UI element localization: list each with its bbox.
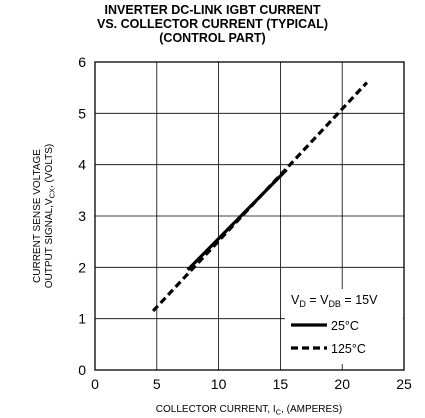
x-tick-label-5: 25 (396, 376, 412, 392)
x-tick-label-2: 10 (211, 376, 227, 392)
chart-title-line-3: (CONTROL PART) (159, 31, 266, 45)
chart-title-line-2: VS. COLLECTOR CURRENT (TYPICAL) (96, 17, 329, 31)
series-layer (151, 81, 369, 313)
y-tick-label-6: 6 (78, 54, 86, 70)
plot-frame (94, 61, 405, 371)
y-axis-label: CURRENT SENSE VOLTAGE OUTPUT SIGNAL,VCX,… (32, 144, 57, 289)
y-tick-label-3: 3 (78, 208, 86, 224)
x-tick-label-1: 5 (153, 376, 161, 392)
y-tick-label-2: 2 (78, 259, 86, 275)
legend-label-125c: 125°C (331, 342, 366, 356)
y-axis-label-line-1: CURRENT SENSE VOLTAGE (32, 149, 43, 283)
legend-label-25c: 25°C (331, 319, 359, 333)
series-line-125c (151, 81, 369, 313)
legend: VD = VDB = 15V 25°C 125°C (285, 289, 403, 364)
x-axis-label: COLLECTOR CURRENT, IC, (AMPERES) (156, 404, 342, 417)
x-tick-label-0: 0 (91, 376, 99, 392)
x-tick-label-4: 20 (334, 376, 350, 392)
y-tick-label-5: 5 (78, 105, 86, 121)
x-tick-label-3: 15 (273, 376, 289, 392)
y-axis-label-line-2: OUTPUT SIGNAL,VCX, (VOLTS) (44, 144, 57, 289)
y-tick-label-0: 0 (78, 362, 86, 378)
y-tick-label-1: 1 (78, 311, 86, 327)
tick-layer: 0 5 10 15 20 25 0 1 2 3 4 5 6 (78, 54, 412, 392)
legend-header: VD = VDB = 15V (291, 293, 378, 309)
y-tick-label-4: 4 (78, 157, 86, 173)
chart-title-line-1: INVERTER DC-LINK IGBT CURRENT (104, 3, 321, 17)
